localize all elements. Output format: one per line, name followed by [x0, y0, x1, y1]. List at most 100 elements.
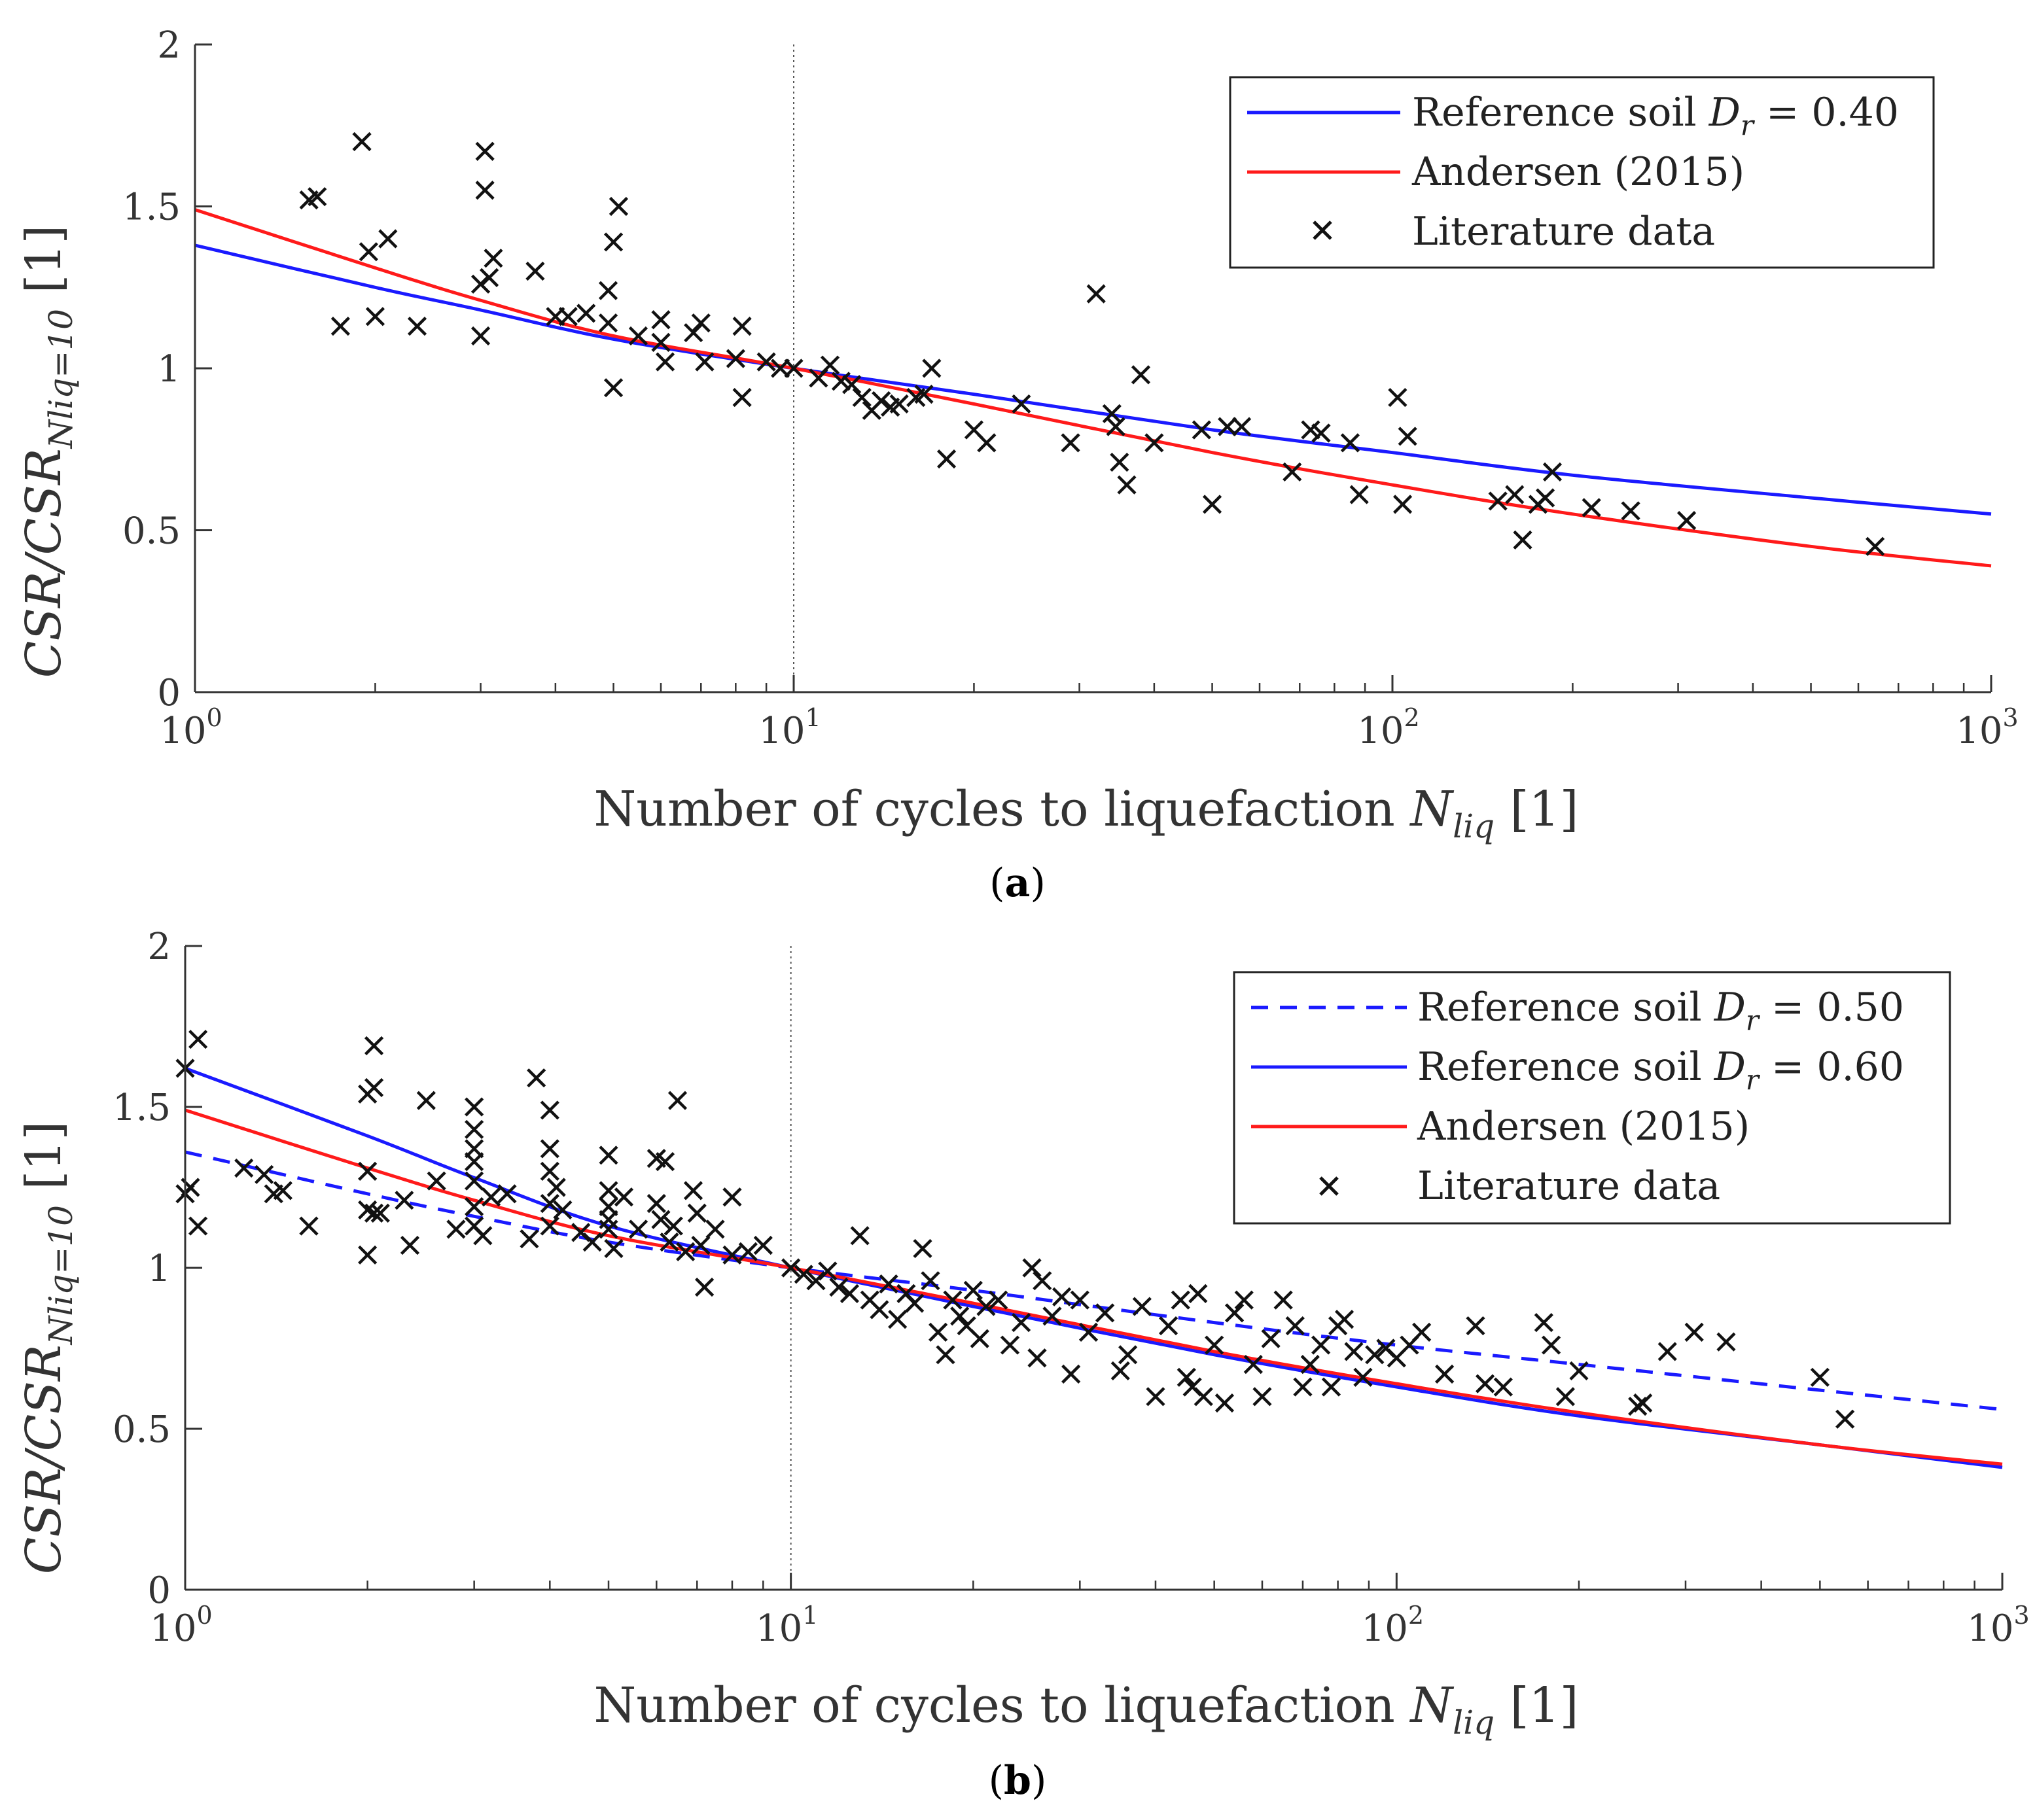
panel-b-literature-marker [188, 1216, 208, 1236]
panel-b-literature-marker [546, 1178, 566, 1197]
panel-b-literature-marker [604, 1238, 624, 1259]
panel-b-literature-marker [794, 1265, 813, 1284]
panel-a-literature-marker [784, 359, 804, 378]
panel-b-literature-marker [540, 1139, 559, 1159]
panel-a-literature-marker [842, 375, 862, 394]
panel-b-literature-marker [1214, 1393, 1235, 1413]
panel-b-y-tick-label: 2 [147, 926, 171, 968]
panel-a-literature-marker [936, 449, 957, 469]
panel-b-literature-marker [879, 1274, 898, 1294]
panel-b-literature-marker [1033, 1271, 1052, 1291]
panel-b-label-open: ( [989, 1758, 1004, 1804]
panel-b-y-tick-label: 0.5 [113, 1409, 171, 1451]
panel-a-literature-marker [1283, 462, 1302, 481]
panel-b-literature-marker [850, 1226, 870, 1246]
panel-b-literature-marker [905, 1293, 925, 1313]
panel-a-literature-marker [598, 313, 618, 333]
panel-b-literature-marker [520, 1229, 539, 1249]
panel-b-literature-marker [943, 1290, 963, 1310]
panel-a-literature-marker [1866, 536, 1885, 556]
panel-b-literature-marker [582, 1233, 602, 1252]
panel-a-literature-marker [914, 385, 934, 404]
panel-b-literature-marker [1466, 1316, 1485, 1336]
panel-b-label: (b) [989, 1758, 1047, 1804]
panel-b-literature-marker [722, 1187, 742, 1207]
panel-a-literature-marker [1621, 501, 1640, 521]
panel-b-literature-marker [818, 1261, 838, 1281]
panel-b-literature-marker [1716, 1332, 1736, 1352]
panel-b-literature-marker [1835, 1409, 1855, 1429]
panel-b-literature-marker [738, 1242, 758, 1261]
panel-b-legend-entry-1-text: Reference soil [1417, 985, 1714, 1030]
panel-a-literature-marker [1117, 475, 1137, 495]
panel-b-literature-marker [1334, 1310, 1354, 1329]
panel-b-literature-marker [840, 1284, 859, 1303]
panel-b-literature-marker [465, 1152, 484, 1172]
panel-a-literature-marker [1301, 420, 1320, 440]
panel-b-literature-marker [1132, 1297, 1152, 1316]
panel-a-literature-marker [1388, 387, 1407, 408]
panel-b-y-axis-title: CSR/CSRNliq=10 [1] [16, 1121, 80, 1575]
panel-a-y-axis-title-main: CSR/CSR [16, 448, 72, 678]
panel-a-chart: 0 0.5 1 1.5 2 100 101 102 103 CSR/CSRNliq=10 [1]… [16, 24, 2019, 906]
panel-a-literature-marker [1488, 491, 1508, 511]
panel-a-literature-marker [1513, 530, 1532, 550]
panel-b-literature-marker [676, 1242, 696, 1261]
panel-b-literature-marker [1476, 1374, 1495, 1393]
panel-a-x-axis-title-unit: [1] [1495, 781, 1578, 837]
panel-a-literature-marker [609, 196, 629, 217]
panel-a-legend-entry-3: Literature data [1412, 209, 1715, 254]
panel-a-literature-marker [484, 249, 503, 268]
panel-b-y-axis-title-sub: Nliq=10 [42, 1205, 80, 1345]
panel-a-y-axis-title: CSR/CSRNliq=10 [1] [16, 225, 80, 678]
panel-a-x-axis-title: Number of cycles to liquefaction Nliq [1… [594, 781, 1579, 845]
panel-a-literature-marker [1086, 284, 1106, 304]
panel-a-literature-marker [655, 352, 675, 372]
panel-b-literature-marker [1078, 1322, 1099, 1342]
panel-a-legend-marker-icon [1313, 220, 1332, 240]
panel-b-literature-marker [963, 1280, 983, 1301]
panel-a-literature-marker [726, 349, 745, 368]
panel-b-literature-marker [1300, 1355, 1320, 1374]
panel-b-literature-marker [989, 1290, 1008, 1310]
panel-b-literature-marker [1012, 1313, 1031, 1333]
panel-a-literature-marker [407, 317, 427, 336]
panel-b-literature-marker [1095, 1303, 1115, 1323]
panel-b-literature-marker [358, 1200, 378, 1220]
panel-b-literature-marker [1684, 1322, 1704, 1342]
panel-b-legend-entry-2-text: Reference soil [1417, 1044, 1714, 1090]
panel-b-literature-marker [427, 1171, 446, 1191]
panel-a-x-tick-label: 101 [758, 703, 821, 752]
panel-b-literature-marker [1177, 1367, 1196, 1387]
panel-a-legend: Reference soil Dr = 0.40 Andersen (2015)… [1229, 76, 1935, 269]
panel-b-y-axis-title-unit: [1] [16, 1121, 72, 1205]
panel-b-literature-marker [465, 1197, 484, 1217]
panel-b-literature-marker [1285, 1316, 1305, 1336]
panel-b-literature-marker [929, 1322, 948, 1342]
panel-b-x-axis-title: Number of cycles to liquefaction Nliq [1… [594, 1677, 1579, 1741]
panel-b-literature-marker [667, 1091, 688, 1110]
panel-b-x-tick-label: 102 [1362, 1601, 1424, 1650]
panel-a-y-axis-title-unit: [1] [16, 225, 72, 309]
panel-a-legend-entry-1-value: = 0.40 [1754, 90, 1899, 135]
panel-a-literature-marker [330, 317, 350, 336]
panel-a-series-line-0 [194, 243, 1992, 516]
panel-a-x-axis-title-var: N [1409, 781, 1454, 837]
panel-b-literature-marker [683, 1181, 703, 1200]
panel-b-literature-marker [651, 1210, 671, 1229]
panel-b-literature-marker [722, 1245, 742, 1265]
panel-a-plot-area: 0 0.5 1 1.5 2 100 101 102 103 [122, 24, 2019, 752]
panel-b-literature-marker [599, 1219, 618, 1239]
panel-b-label-letter: b [1004, 1758, 1031, 1804]
panel-b-literature-marker [1311, 1335, 1331, 1355]
panel-a-literature-marker [475, 181, 495, 200]
panel-a-literature-marker [922, 359, 942, 378]
panel-b-literature-marker [753, 1235, 773, 1255]
panel-b-literature-marker [1110, 1361, 1130, 1381]
panel-a-literature-marker [352, 131, 372, 152]
panel-b-legend-entry-2-var: D [1714, 1044, 1746, 1090]
panel-b-x-axis-title-main: Number of cycles to liquefaction [594, 1677, 1411, 1734]
panel-a-literature-marker [1232, 417, 1252, 436]
panel-a-literature-marker [1535, 488, 1555, 508]
panel-b-x-tick-label: 103 [1967, 1601, 2029, 1650]
